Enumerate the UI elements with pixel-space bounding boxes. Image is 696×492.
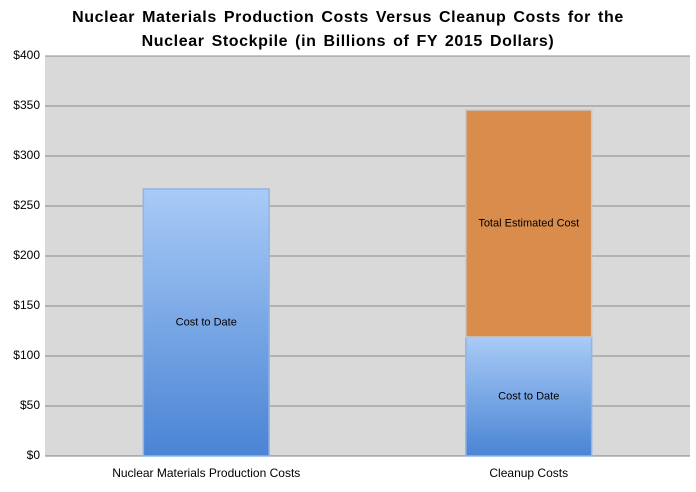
- y-tick-label: $250: [13, 198, 40, 212]
- y-tick-label: $350: [13, 98, 40, 112]
- x-tick-label: Nuclear Materials Production Costs: [112, 466, 300, 480]
- y-tick-label: $50: [20, 398, 40, 412]
- segment-label: Cost to Date: [498, 390, 559, 402]
- y-tick-label: $300: [13, 148, 40, 162]
- x-tick-label: Cleanup Costs: [489, 466, 568, 480]
- y-tick-label: $200: [13, 248, 40, 262]
- bar-segment: [142, 188, 270, 457]
- y-tick-label: $100: [13, 348, 40, 362]
- chart-title: Nuclear Materials Production Costs Versu…: [72, 9, 624, 50]
- bar-segment: [465, 109, 593, 338]
- segment-label: Cost to Date: [176, 316, 237, 328]
- y-tick-label: $150: [13, 298, 40, 312]
- y-tick-label: $0: [27, 448, 41, 462]
- segment-label: Total Estimated Cost: [478, 217, 579, 229]
- y-tick-label: $400: [13, 48, 40, 62]
